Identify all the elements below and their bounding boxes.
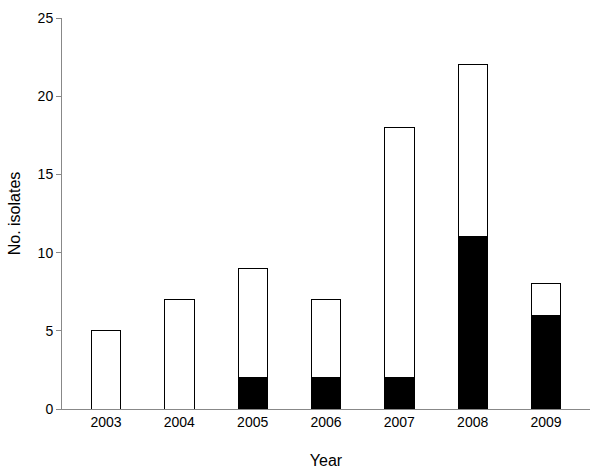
svg-text:2003: 2003 xyxy=(90,414,121,430)
svg-text:2005: 2005 xyxy=(237,414,268,430)
svg-text:10: 10 xyxy=(38,245,54,261)
svg-text:No. isolates: No. isolates xyxy=(6,172,23,256)
svg-text:25: 25 xyxy=(38,10,54,26)
svg-text:2009: 2009 xyxy=(530,414,561,430)
svg-text:2004: 2004 xyxy=(164,414,195,430)
svg-text:2006: 2006 xyxy=(310,414,341,430)
svg-text:20: 20 xyxy=(38,88,54,104)
svg-text:0: 0 xyxy=(45,401,53,417)
svg-text:2007: 2007 xyxy=(384,414,415,430)
svg-text:2008: 2008 xyxy=(457,414,488,430)
svg-text:5: 5 xyxy=(45,323,53,339)
svg-text:15: 15 xyxy=(38,166,54,182)
svg-text:Year: Year xyxy=(310,452,343,469)
